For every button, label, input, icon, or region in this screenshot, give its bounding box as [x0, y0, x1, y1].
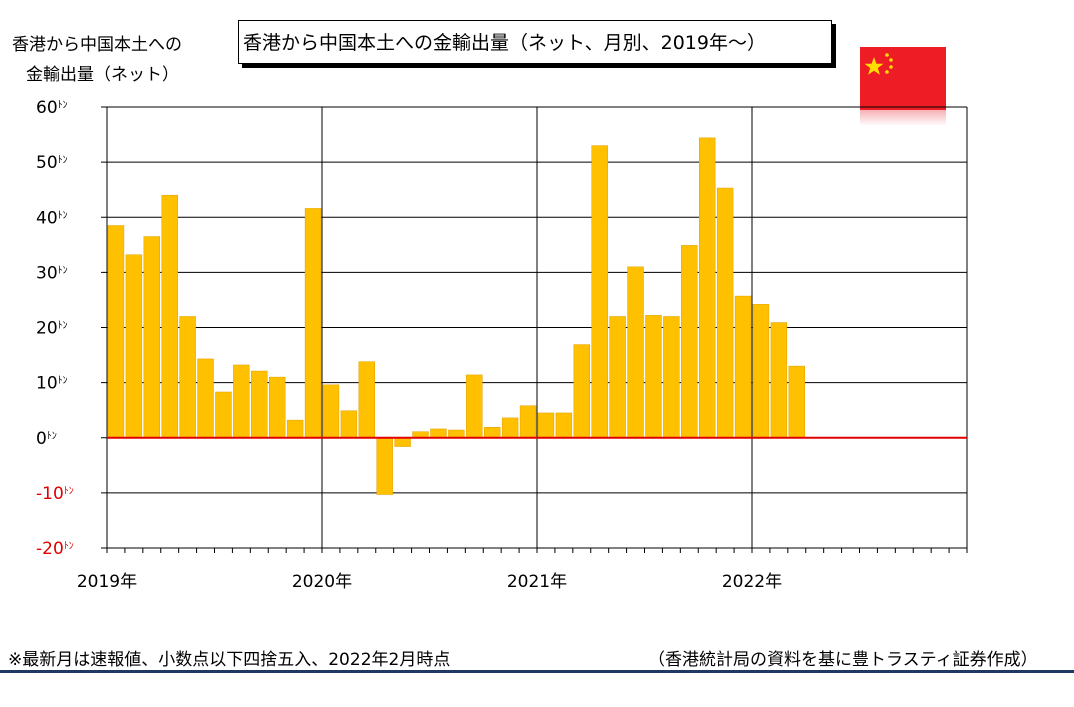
y-tick-label: 20ﾄﾝ	[36, 319, 68, 339]
flag-small-star-2	[889, 58, 893, 62]
bar-chart: 60ﾄﾝ 50ﾄﾝ 40ﾄﾝ 30ﾄﾝ 20ﾄﾝ 10ﾄﾝ 0ﾄﾝ -10ﾄﾝ -20ﾄﾝ201…	[36, 98, 968, 592]
y-tick-label: 50ﾄﾝ	[36, 153, 68, 173]
bar	[376, 437, 393, 495]
bar	[448, 429, 465, 439]
x-year-label: 2019年	[77, 572, 137, 592]
y-tick-label: 10ﾄﾝ	[36, 374, 68, 394]
bar	[537, 412, 555, 439]
bar	[484, 427, 501, 438]
bar	[197, 358, 214, 439]
bar	[251, 370, 268, 438]
y-axis-title: 香港から中国本土への 金輸出量（ネット）	[12, 30, 182, 90]
y-tick-label: 60ﾄﾝ	[36, 98, 68, 118]
bar	[627, 266, 644, 438]
bar	[358, 361, 376, 438]
bar	[322, 384, 340, 438]
flag-big-star	[864, 57, 884, 75]
flag-body	[860, 47, 946, 110]
chart-title: 香港から中国本土への金輸出量（ネット、月別、2019年～）	[238, 20, 832, 64]
bar	[609, 316, 626, 439]
y-tick-label: 0ﾄﾝ	[36, 429, 57, 449]
bar	[591, 145, 608, 438]
bar	[286, 419, 304, 438]
bar	[699, 137, 716, 438]
bar	[752, 304, 770, 438]
flag-small-star-3	[889, 65, 893, 69]
bar	[519, 405, 537, 438]
bar	[233, 364, 250, 438]
bar	[716, 187, 734, 438]
y-tick-label: -10ﾄﾝ	[36, 484, 74, 504]
bar	[394, 437, 411, 447]
bar	[663, 316, 680, 439]
bar	[466, 374, 483, 438]
y-tick-label: -20ﾄﾝ	[36, 539, 74, 559]
china-flag-icon	[860, 47, 946, 127]
bar	[734, 295, 752, 438]
bar	[125, 254, 143, 438]
bar	[304, 208, 322, 438]
bar	[161, 194, 178, 438]
bar	[215, 391, 232, 438]
source-note: （香港統計局の資料を基に豊トラスティ証券作成）	[648, 650, 1038, 670]
x-year-label: 2022年	[722, 572, 782, 592]
bar	[179, 316, 196, 439]
chart-axes	[101, 106, 968, 553]
bar	[681, 245, 698, 438]
bar	[143, 236, 160, 438]
bar	[645, 315, 662, 438]
x-year-label: 2020年	[292, 572, 352, 592]
bar	[573, 344, 590, 438]
bar	[770, 322, 788, 439]
bar	[555, 412, 573, 439]
bar	[501, 417, 519, 438]
x-year-label: 2021年	[507, 572, 567, 592]
flag-reflection	[860, 110, 946, 126]
bar	[430, 428, 447, 438]
bar	[788, 365, 805, 438]
y-axis-title-line2: 金輸出量（ネット）	[26, 65, 179, 85]
chart-grid	[107, 106, 968, 549]
y-tick-label: 40ﾄﾝ	[36, 208, 68, 228]
bar	[107, 225, 125, 438]
footnote: ※最新月は速報値、小数点以下四捨五入、2022年2月時点	[8, 650, 451, 670]
bar	[269, 376, 286, 438]
bar	[340, 410, 358, 438]
bottom-divider	[0, 670, 1074, 673]
y-tick-label: 30ﾄﾝ	[36, 263, 68, 283]
y-axis-title-line1: 香港から中国本土への	[12, 35, 182, 55]
chart-bars	[107, 137, 805, 495]
flag-small-star-1	[885, 53, 889, 57]
flag-stars	[864, 53, 893, 75]
flag-small-star-4	[885, 70, 889, 74]
chart-labels: 60ﾄﾝ 50ﾄﾝ 40ﾄﾝ 30ﾄﾝ 20ﾄﾝ 10ﾄﾝ 0ﾄﾝ -10ﾄﾝ -20ﾄﾝ201…	[36, 98, 782, 592]
